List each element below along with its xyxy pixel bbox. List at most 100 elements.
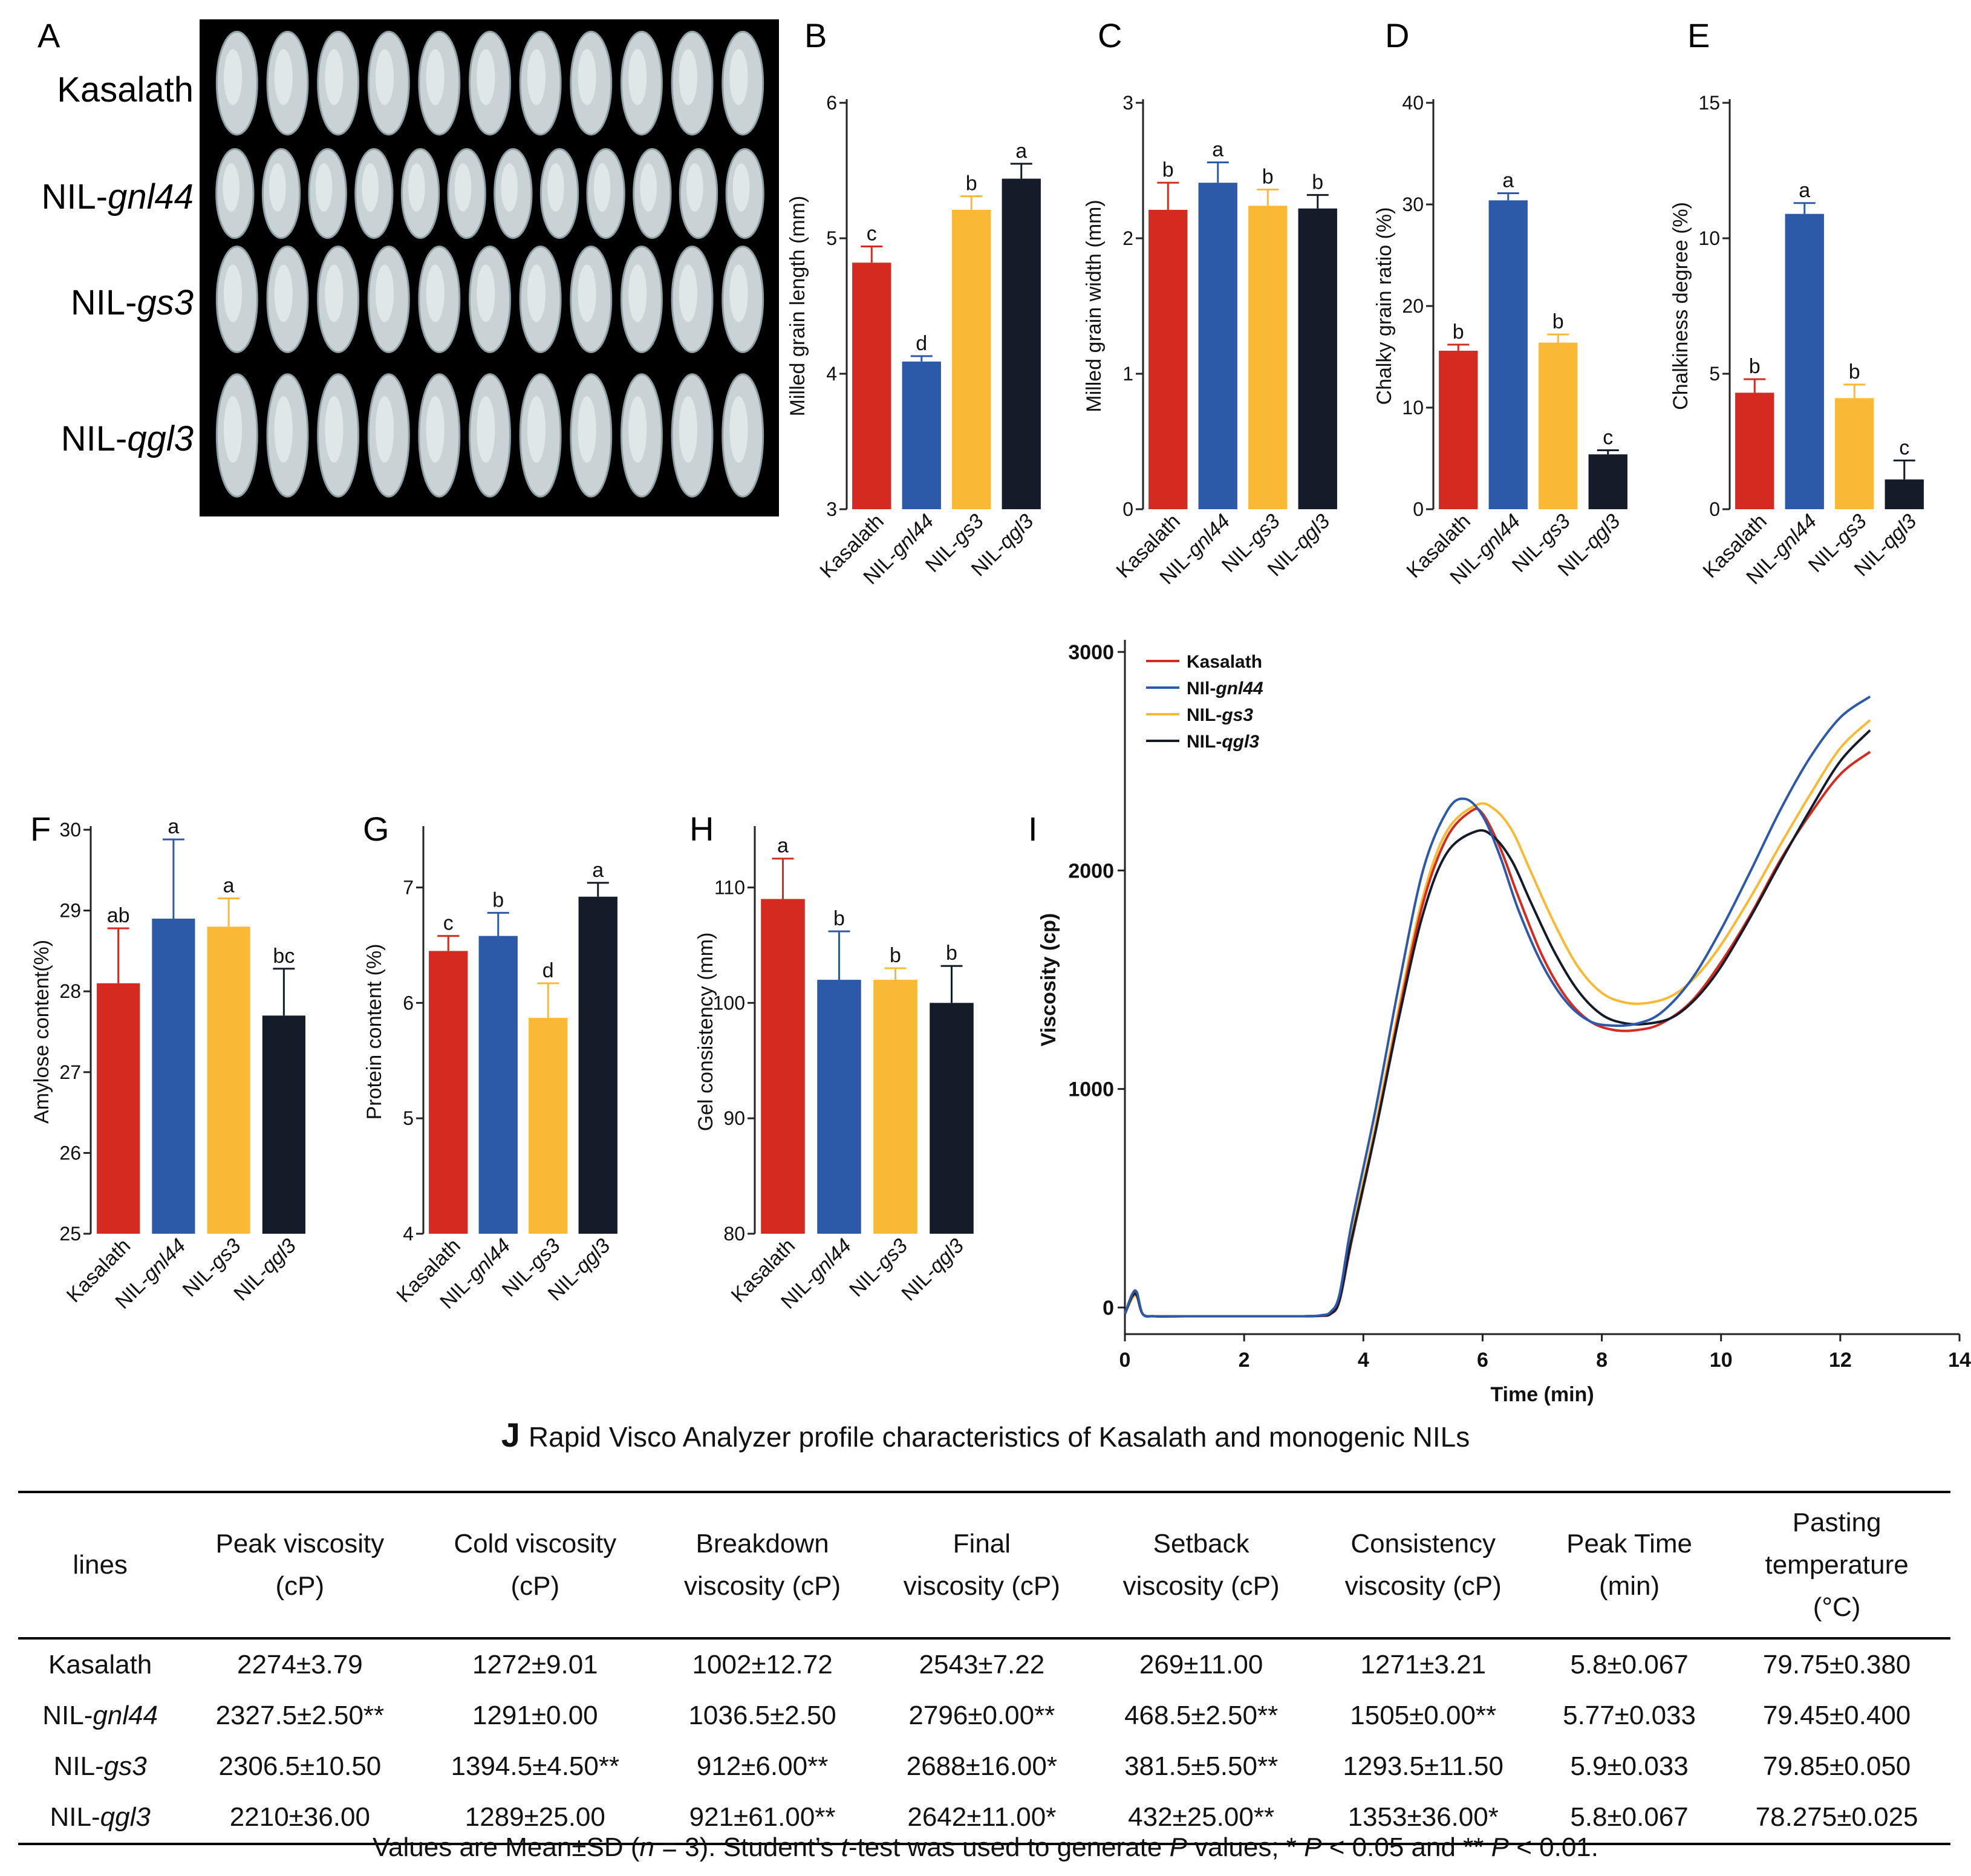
- header-text: temperature: [1765, 1550, 1909, 1580]
- line-name: NIL-: [53, 1751, 104, 1781]
- header-consistency-viscosity: Consistency viscosity (cP): [1311, 1491, 1536, 1640]
- significance-letter: a: [777, 835, 789, 858]
- rice-grain-chalk: [640, 163, 657, 212]
- rice-grain-chalk: [679, 49, 697, 105]
- series-line-nil-gs3: [1124, 719, 1871, 1318]
- bar: [952, 209, 991, 509]
- y-tick-label: 2: [1122, 227, 1133, 249]
- table-cell: 1036.5±2.50: [688, 1701, 836, 1730]
- table-cell: 79.85±0.050: [1762, 1751, 1911, 1781]
- y-tick-label: 100: [713, 992, 745, 1014]
- bar: [1488, 200, 1528, 509]
- header-text: lines: [73, 1550, 128, 1580]
- table-cell-line: NIL-gs3: [18, 1741, 182, 1792]
- category-label-italic: gnl44: [138, 1234, 191, 1286]
- rice-grain-chalk: [527, 396, 546, 463]
- table-cell: 5.8±0.067: [1570, 1650, 1689, 1679]
- y-tick-label: 26: [59, 1142, 81, 1164]
- table-cell: 1394.5±4.50**: [451, 1751, 620, 1781]
- bar: [1248, 206, 1288, 509]
- header-text: Peak viscosity: [215, 1529, 385, 1558]
- rice-grain-chalk: [628, 264, 647, 322]
- footnote-italic: n: [639, 1832, 654, 1862]
- panel-f: F: [30, 810, 51, 848]
- rice-grain-chalk: [325, 264, 344, 322]
- table-cell: 468.5±2.50**: [1124, 1701, 1279, 1730]
- table-cell: 269±11.00: [1139, 1650, 1263, 1679]
- panel-letter-g: G: [363, 810, 389, 848]
- table-cell: 2543±7.22: [919, 1650, 1045, 1679]
- y-tick-label: 10: [1402, 397, 1424, 419]
- y-tick-label: 5: [1709, 363, 1720, 385]
- significance-letter: a: [168, 815, 179, 838]
- footnote-text: < 0.01.: [1509, 1832, 1599, 1862]
- legend-label-text: Kasalath: [1187, 652, 1262, 672]
- table-cell: 1002±12.72: [692, 1650, 833, 1679]
- x-axis-title: Time (min): [1490, 1383, 1594, 1406]
- bar: [207, 927, 250, 1234]
- rice-grain-chalk: [224, 264, 243, 322]
- viscosity-line-chart: 0 1000 2000 3000 0 2 4 6 8 10 12 14 Time (min) Viscos…: [1037, 640, 1971, 1406]
- bar: [97, 983, 140, 1234]
- rice-grain-chalk: [547, 163, 564, 212]
- rice-grain-chalk: [527, 49, 546, 105]
- series-line-kasalath: [1124, 751, 1871, 1318]
- rice-grain-chalk: [426, 396, 445, 463]
- footnote-text: values; *: [1187, 1832, 1305, 1862]
- table-cell: 2306.5±10.50: [218, 1751, 382, 1781]
- footnote-italic: P: [1169, 1832, 1187, 1862]
- y-tick-label: 0: [1413, 498, 1424, 520]
- header-text: Pasting: [1792, 1508, 1881, 1537]
- header-breakdown-viscosity: Breakdown viscosity (cP): [653, 1491, 872, 1640]
- photo-row-label-kasalath: Kasalath: [57, 70, 194, 109]
- legend-label-italic: gs3: [1221, 705, 1253, 725]
- header-lines: lines: [18, 1491, 183, 1640]
- legend-label-text: NIL-: [1187, 732, 1222, 752]
- footnote-italic: t: [841, 1832, 849, 1862]
- rice-grain-chalk: [729, 396, 748, 463]
- panel-a: A Kasalath NIL-gnl44 NIL-gs3 NIL-qgl3: [37, 16, 779, 516]
- y-tick-label: 15: [1698, 92, 1720, 114]
- header-text: (cP): [510, 1571, 560, 1601]
- y-tick-label: 20: [1402, 295, 1424, 317]
- y-tick-label: 0: [1103, 1297, 1114, 1320]
- legend-label-italic: qgl3: [1222, 732, 1259, 752]
- significance-letter: b: [1262, 165, 1274, 188]
- rice-grain-chalk: [501, 163, 518, 212]
- panel-h: H: [689, 810, 714, 848]
- bar: [1885, 479, 1924, 509]
- rice-grain-chalk: [274, 49, 293, 105]
- table-cell: 79.45±0.400: [1762, 1701, 1911, 1730]
- table-cell: 1293.5±11.50: [1343, 1751, 1503, 1781]
- y-tick-label: 25: [59, 1223, 81, 1245]
- rice-grain-chalk: [729, 264, 748, 322]
- significance-letter: c: [1603, 426, 1613, 449]
- x-tick-label: 10: [1710, 1349, 1733, 1372]
- panel-letter-b: B: [804, 16, 827, 54]
- bar: [429, 951, 468, 1234]
- table-cell: 1289±25.00: [417, 1792, 653, 1845]
- y-tick-label: 3: [826, 498, 837, 520]
- table-cell: 5.9±0.033: [1570, 1751, 1689, 1781]
- rice-grain-chalk: [274, 396, 293, 463]
- significance-letter: b: [492, 888, 504, 911]
- rice-grain-chalk: [375, 396, 394, 463]
- bar: [1539, 342, 1578, 509]
- category-label: NIL-qgl3: [229, 1234, 301, 1306]
- significance-letter: b: [890, 944, 901, 967]
- rice-grain-chalk: [315, 163, 333, 212]
- y-tick-label: 6: [403, 992, 414, 1014]
- significance-letter: b: [1453, 321, 1464, 344]
- rice-grain-chalk: [686, 163, 703, 212]
- y-tick-label: 0: [1709, 498, 1720, 520]
- panel-e: E: [1687, 16, 1710, 54]
- panel-letter-c: C: [1098, 16, 1122, 54]
- y-tick-label: 10: [1698, 227, 1720, 249]
- table-cell: 5.8±0.067: [1535, 1792, 1724, 1845]
- panel-i: I: [1028, 810, 1038, 848]
- table-cell: 921±61.00**: [653, 1792, 872, 1845]
- table-cell: 432±25.00**: [1091, 1792, 1311, 1845]
- y-tick-label: 28: [59, 980, 81, 1002]
